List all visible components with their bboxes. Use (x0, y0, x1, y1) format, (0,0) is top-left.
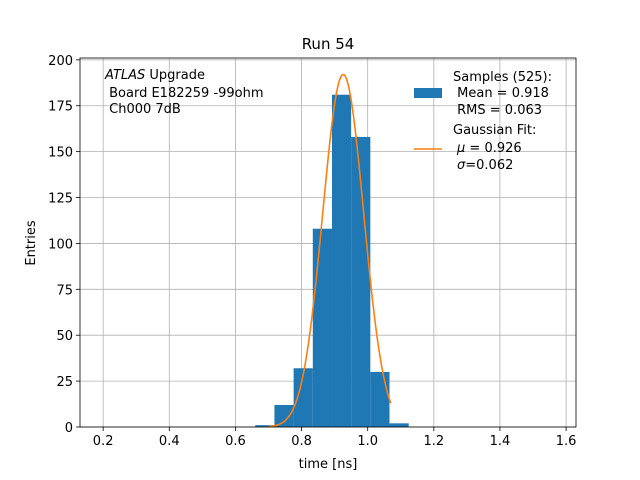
annotation-line-1: ATLAS Upgrade (104, 68, 205, 83)
x-tick-label: 1.6 (556, 434, 577, 449)
legend-fit-line-3: σ=0.062 (457, 158, 513, 173)
histogram-bar (351, 136, 371, 427)
legend-samples-line-1: Samples (525): (453, 70, 552, 85)
x-tick-label: 1.2 (423, 434, 444, 449)
legend-fit-line-2: μ = 0.926 (456, 141, 522, 156)
annotation-upgrade: Upgrade (145, 68, 205, 83)
annotation-line-2: Board E182259 -99ohm (105, 86, 264, 101)
gaussian-fit (268, 73, 392, 428)
annotation-line-3: Ch000 7dB (105, 102, 181, 117)
y-tick-label: 75 (56, 283, 73, 298)
y-tick-label: 25 (56, 375, 73, 390)
y-tick-label: 0 (65, 421, 73, 436)
x-tick-label: 0.6 (225, 434, 246, 449)
histogram-bar (274, 404, 294, 427)
histogram-bar (389, 423, 409, 427)
legend-fit-line-1: Gaussian Fit: (453, 123, 536, 138)
x-tick-label: 1.0 (357, 434, 378, 449)
histogram-bar (370, 371, 390, 427)
legend-mu-value: = 0.926 (465, 141, 521, 156)
y-tick-label: 150 (48, 146, 73, 161)
x-tick-label: 0.2 (93, 434, 114, 449)
annotation-atlas: ATLAS (104, 68, 145, 83)
legend: Samples (525): Mean = 0.918 RMS = 0.063 … (414, 70, 552, 173)
histogram-bars (255, 94, 409, 427)
histogram-bar (255, 425, 275, 427)
legend-sigma-symbol: σ (457, 158, 466, 173)
y-tick-label: 125 (48, 192, 73, 207)
legend-samples-line-3: RMS = 0.063 (453, 103, 542, 118)
x-tick-label: 0.8 (291, 434, 312, 449)
y-axis-label: Entries (24, 220, 39, 266)
chart-title: Run 54 (302, 35, 355, 53)
histogram-bar (312, 228, 332, 427)
x-axis-label: time [ns] (299, 457, 358, 472)
y-tick-label: 200 (48, 54, 73, 69)
legend-samples-line-2: Mean = 0.918 (453, 86, 549, 101)
x-tick-label: 0.4 (159, 434, 180, 449)
y-tick-label: 50 (56, 329, 73, 344)
gaussian-fit-curve (268, 73, 392, 428)
y-axis-ticks: 0 25 50 75 100 125 150 175 200 (48, 54, 80, 436)
x-tick-label: 1.4 (490, 434, 511, 449)
histogram-bar (293, 368, 313, 427)
legend-sigma-value: =0.062 (465, 158, 513, 173)
atlas-annotation: ATLAS Upgrade Board E182259 -99ohm Ch000… (104, 68, 264, 117)
legend-mu-symbol: μ (456, 141, 465, 156)
histogram-bar (331, 94, 352, 427)
y-tick-label: 175 (48, 100, 73, 115)
y-tick-label: 100 (48, 237, 73, 252)
legend-samples-swatch (414, 88, 442, 98)
plot-frame (79, 57, 577, 428)
x-axis-ticks: 0.2 0.4 0.6 0.8 1.0 1.2 1.4 1.6 (93, 427, 577, 449)
